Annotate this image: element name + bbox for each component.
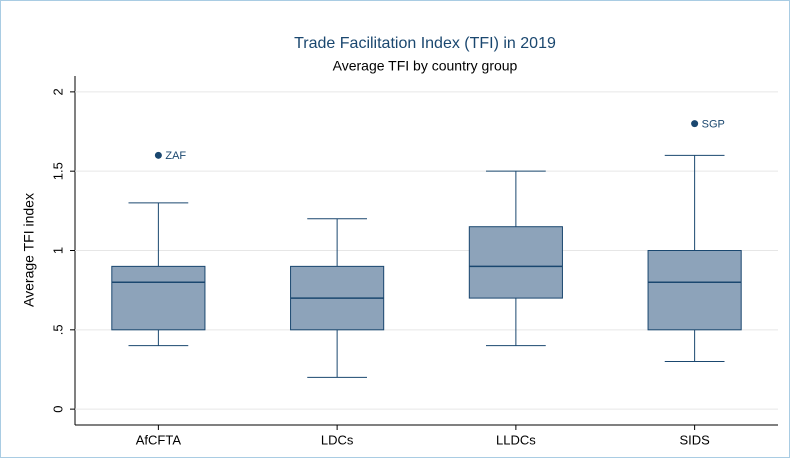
y-tick-label: 1 <box>50 247 65 254</box>
x-tick-label: AfCFTA <box>136 432 182 447</box>
x-tick-label: LLDCs <box>496 432 536 447</box>
outlier-label: SGP <box>702 118 725 130</box>
outlier-label: ZAF <box>165 150 186 162</box>
box <box>468 226 563 299</box>
y-axis-label: Average TFI index <box>21 193 37 307</box>
y-tick-label: 0 <box>50 406 65 413</box>
chart-title: Trade Facilitation Index (TFI) in 2019 <box>294 35 556 52</box>
y-tick-label: .5 <box>50 324 65 335</box>
x-tick-label: SIDS <box>679 432 710 447</box>
outlier <box>154 151 162 159</box>
box <box>111 265 206 331</box>
x-tick-label: LDCs <box>321 432 354 447</box>
y-tick-label: 1.5 <box>50 162 65 180</box>
outlier <box>691 120 699 128</box>
y-tick-label: 2 <box>50 88 65 95</box>
chart-subtitle: Average TFI by country group <box>333 58 518 74</box>
box <box>647 250 742 331</box>
